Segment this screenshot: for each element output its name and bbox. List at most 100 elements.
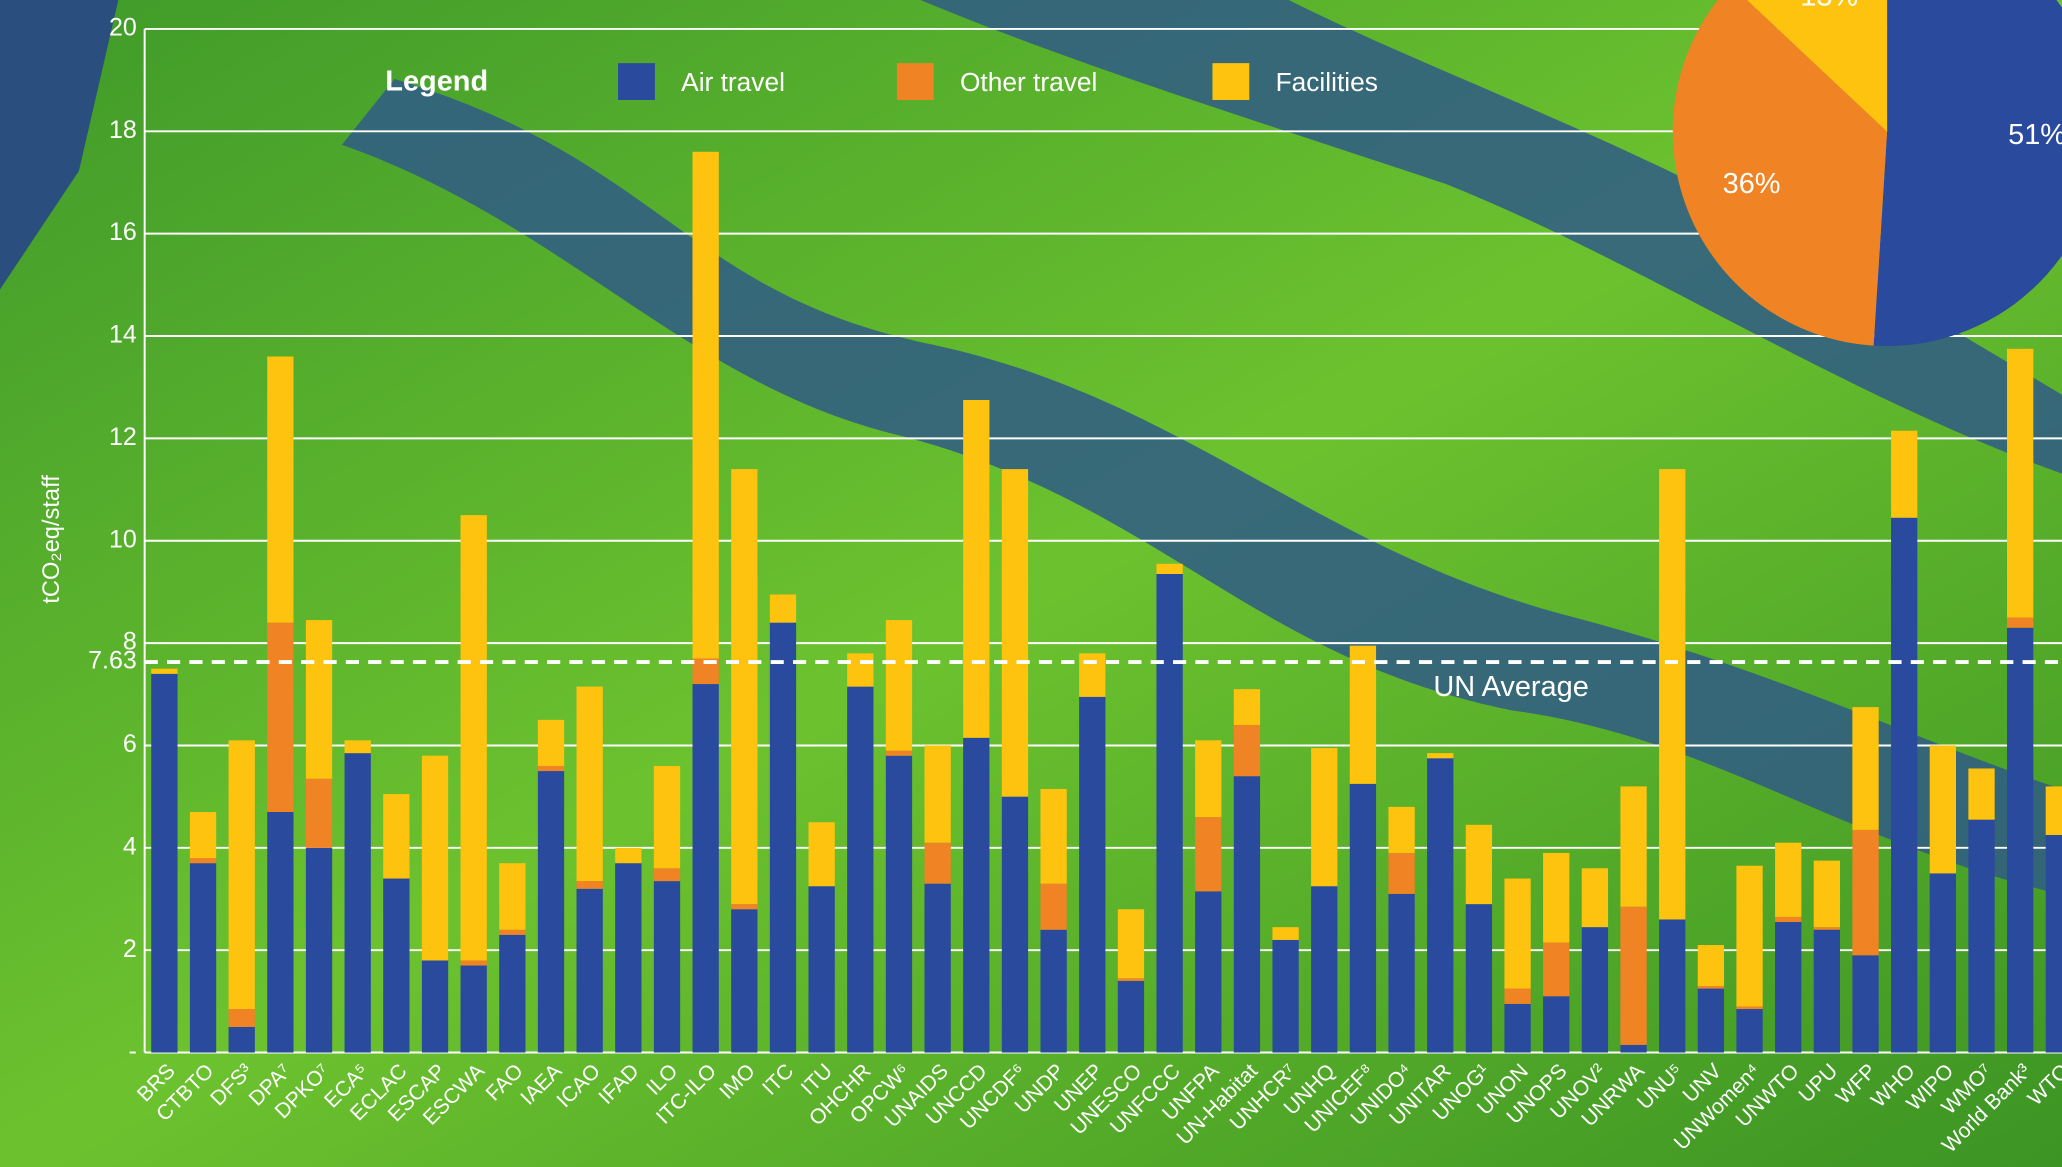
- y-tick-label: 10: [109, 525, 137, 553]
- bar-segment: [1504, 879, 1530, 989]
- bar-segment: [693, 684, 719, 1052]
- legend-label: Other travel: [960, 67, 1097, 97]
- bar-segment: [770, 623, 796, 1053]
- bar-segment: [847, 687, 873, 1053]
- bar-segment: [1775, 922, 1801, 1053]
- bar-segment: [1698, 986, 1724, 989]
- bar-segment: [577, 687, 603, 881]
- bar-segment: [1891, 431, 1917, 518]
- y-tick-label: 12: [109, 423, 137, 451]
- bar-segment: [924, 843, 950, 884]
- bar-segment: [1620, 1045, 1646, 1053]
- bar-segment: [461, 966, 487, 1053]
- bar-segment: [1620, 907, 1646, 1045]
- bar-segment: [1968, 820, 1994, 1053]
- bar-segment: [1311, 886, 1337, 1052]
- y-tick-label: 14: [109, 321, 137, 349]
- bar-segment: [1234, 776, 1260, 1052]
- bar-segment: [731, 909, 757, 1052]
- bar-segment: [1582, 868, 1608, 927]
- bar-segment: [1930, 745, 1956, 873]
- bar-segment: [847, 653, 873, 686]
- bar-segment: [2007, 349, 2033, 618]
- bar-segment: [1891, 518, 1917, 1053]
- bar-segment: [267, 623, 293, 812]
- bar-segment: [1350, 646, 1376, 784]
- bar-segment: [1427, 758, 1453, 1052]
- bar-segment: [229, 1009, 255, 1027]
- bar-segment: [1698, 945, 1724, 986]
- bar-segment: [1079, 653, 1105, 697]
- bar-segment: [770, 594, 796, 622]
- bar-segment: [190, 858, 216, 863]
- bar-segment: [1930, 873, 1956, 1052]
- bar-segment: [1118, 909, 1144, 978]
- bar-segment: [1504, 1004, 1530, 1053]
- bar-segment: [1466, 904, 1492, 1052]
- bar-segment: [1040, 789, 1066, 884]
- bar-segment: [1156, 564, 1182, 574]
- bar-segment: [229, 1027, 255, 1053]
- bar-segment: [886, 751, 912, 756]
- bar-segment: [808, 886, 834, 1052]
- y-tick-label: 18: [109, 116, 137, 144]
- bar-segment: [1543, 943, 1569, 997]
- bar-segment: [151, 674, 177, 1053]
- bar-segment: [1659, 919, 1685, 1052]
- bar-segment: [2046, 835, 2062, 1053]
- legend-label: Facilities: [1276, 67, 1378, 97]
- bar-segment: [1852, 955, 1878, 1052]
- bar-segment: [1466, 825, 1492, 904]
- bar-segment: [1388, 853, 1414, 894]
- bar-segment: [461, 515, 487, 960]
- bar-segment: [1427, 753, 1453, 758]
- reference-label: UN Average: [1433, 671, 1588, 703]
- bar-segment: [267, 356, 293, 622]
- pie-label: 36%: [1723, 168, 1781, 200]
- bar-segment: [499, 935, 525, 1053]
- y-tick-label: 16: [109, 218, 137, 246]
- bar-segment: [1775, 843, 1801, 917]
- bar-segment: [2007, 618, 2033, 628]
- bar-segment: [1311, 748, 1337, 886]
- bar-segment: [190, 863, 216, 1052]
- bar-segment: [654, 881, 680, 1052]
- bar-segment: [731, 904, 757, 909]
- bar-segment: [538, 771, 564, 1052]
- bar-segment: [1698, 989, 1724, 1053]
- bar-segment: [499, 930, 525, 935]
- bar-segment: [306, 848, 332, 1053]
- bar-segment: [1272, 940, 1298, 1053]
- bar-segment: [1234, 725, 1260, 776]
- bar-segment: [731, 469, 757, 904]
- bar-segment: [1002, 469, 1028, 797]
- bar-segment: [1582, 927, 1608, 1052]
- bar-segment: [151, 669, 177, 674]
- bar-segment: [577, 881, 603, 889]
- bar-segment: [1504, 989, 1530, 1004]
- bar-segment: [345, 753, 371, 1052]
- bar-segment: [1814, 930, 1840, 1053]
- bar-segment: [499, 863, 525, 930]
- bar-segment: [1195, 817, 1221, 891]
- bar-segment: [1814, 927, 1840, 930]
- bar-segment: [1002, 797, 1028, 1053]
- bar-segment: [1079, 697, 1105, 1053]
- y-tick-label: 4: [123, 832, 137, 860]
- bar-segment: [1736, 1009, 1762, 1053]
- bar-segment: [190, 812, 216, 858]
- bar-segment: [1968, 768, 1994, 819]
- bar-segment: [461, 960, 487, 965]
- bar-segment: [577, 889, 603, 1053]
- bar-segment: [383, 794, 409, 878]
- bar-segment: [924, 884, 950, 1053]
- bar-segment: [1736, 1006, 1762, 1009]
- bar-segment: [1195, 891, 1221, 1052]
- legend-swatch: [1212, 63, 1249, 100]
- legend-swatch: [618, 63, 655, 100]
- bar-segment: [1775, 917, 1801, 922]
- bar-segment: [924, 745, 950, 842]
- bar-segment: [886, 620, 912, 751]
- bar-segment: [2046, 786, 2062, 835]
- legend-title: Legend: [385, 66, 488, 98]
